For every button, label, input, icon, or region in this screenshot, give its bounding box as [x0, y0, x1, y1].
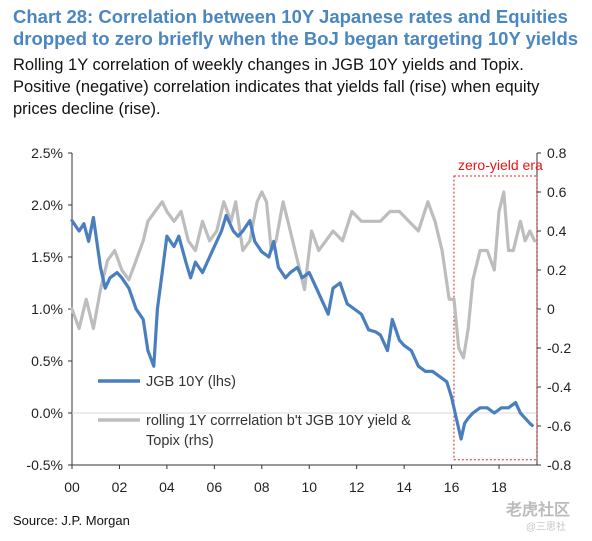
right-tick-label: 0: [547, 301, 555, 317]
right-tick-label: 0.2: [547, 262, 567, 278]
legend-correlation-label-line-2: Topix (rhs): [146, 433, 214, 449]
x-tick-label: 08: [254, 479, 270, 495]
rolling-correlation-line: [70, 190, 537, 360]
left-tick-label: 1.0%: [31, 301, 63, 317]
right-tick-label: -0.8: [547, 457, 571, 473]
watermark-handle: @三思社: [525, 522, 566, 533]
legend-correlation-label-line-1: rolling 1Y corrrelation b't JGB 10Y yiel…: [146, 413, 411, 429]
left-tick-label: 2.0%: [31, 197, 63, 213]
x-tick-label: 18: [491, 479, 507, 495]
zero-yield-era-label: zero-yield era: [458, 157, 543, 173]
left-tick-label: 0.0%: [31, 405, 63, 421]
chart-subtitle-line-1: Rolling 1Y correlation of weekly changes…: [13, 56, 524, 74]
zero-yield-era-box: [453, 175, 538, 461]
x-tick-label: 12: [349, 479, 365, 495]
x-tick-label: 06: [207, 479, 223, 495]
chart-subtitle-line-3: prices decline (rise).: [13, 100, 161, 118]
chart-title: Chart 28: Correlation between 10Y Japane…: [13, 6, 585, 50]
right-tick-label: 0.8: [547, 145, 567, 161]
right-tick-label: -0.2: [547, 340, 571, 356]
right-tick-label: 0.6: [547, 184, 567, 200]
x-tick-label: 00: [64, 479, 80, 495]
left-tick-label: 1.5%: [31, 249, 63, 265]
right-tick-label: -0.6: [547, 418, 571, 434]
left-tick-label: 0.5%: [31, 353, 63, 369]
left-tick-label: 2.5%: [31, 145, 63, 161]
chart-subtitle: Rolling 1Y correlation of weekly changes…: [13, 54, 585, 120]
right-tick-label: -0.4: [547, 379, 571, 395]
chart-title-line-1: Chart 28: Correlation between 10Y Japane…: [13, 6, 568, 27]
legend-jgb-label: JGB 10Y (lhs): [146, 374, 236, 390]
chart-title-line-2: dropped to zero briefly when the BoJ beg…: [13, 28, 579, 49]
source-note: Source: J.P. Morgan: [13, 513, 130, 528]
x-tick-label: 16: [444, 479, 460, 495]
x-tick-label: 14: [396, 479, 412, 495]
right-tick-label: 0.4: [547, 223, 567, 239]
x-tick-label: 10: [301, 479, 317, 495]
x-tick-label: 02: [112, 479, 128, 495]
jgb-10y-line: [70, 213, 534, 441]
left-tick-label: -0.5%: [26, 457, 63, 473]
watermark-logo: 老虎社区: [505, 502, 570, 519]
chart-subtitle-line-2: Positive (negative) correlation indicate…: [13, 78, 540, 96]
x-tick-label: 04: [159, 479, 175, 495]
